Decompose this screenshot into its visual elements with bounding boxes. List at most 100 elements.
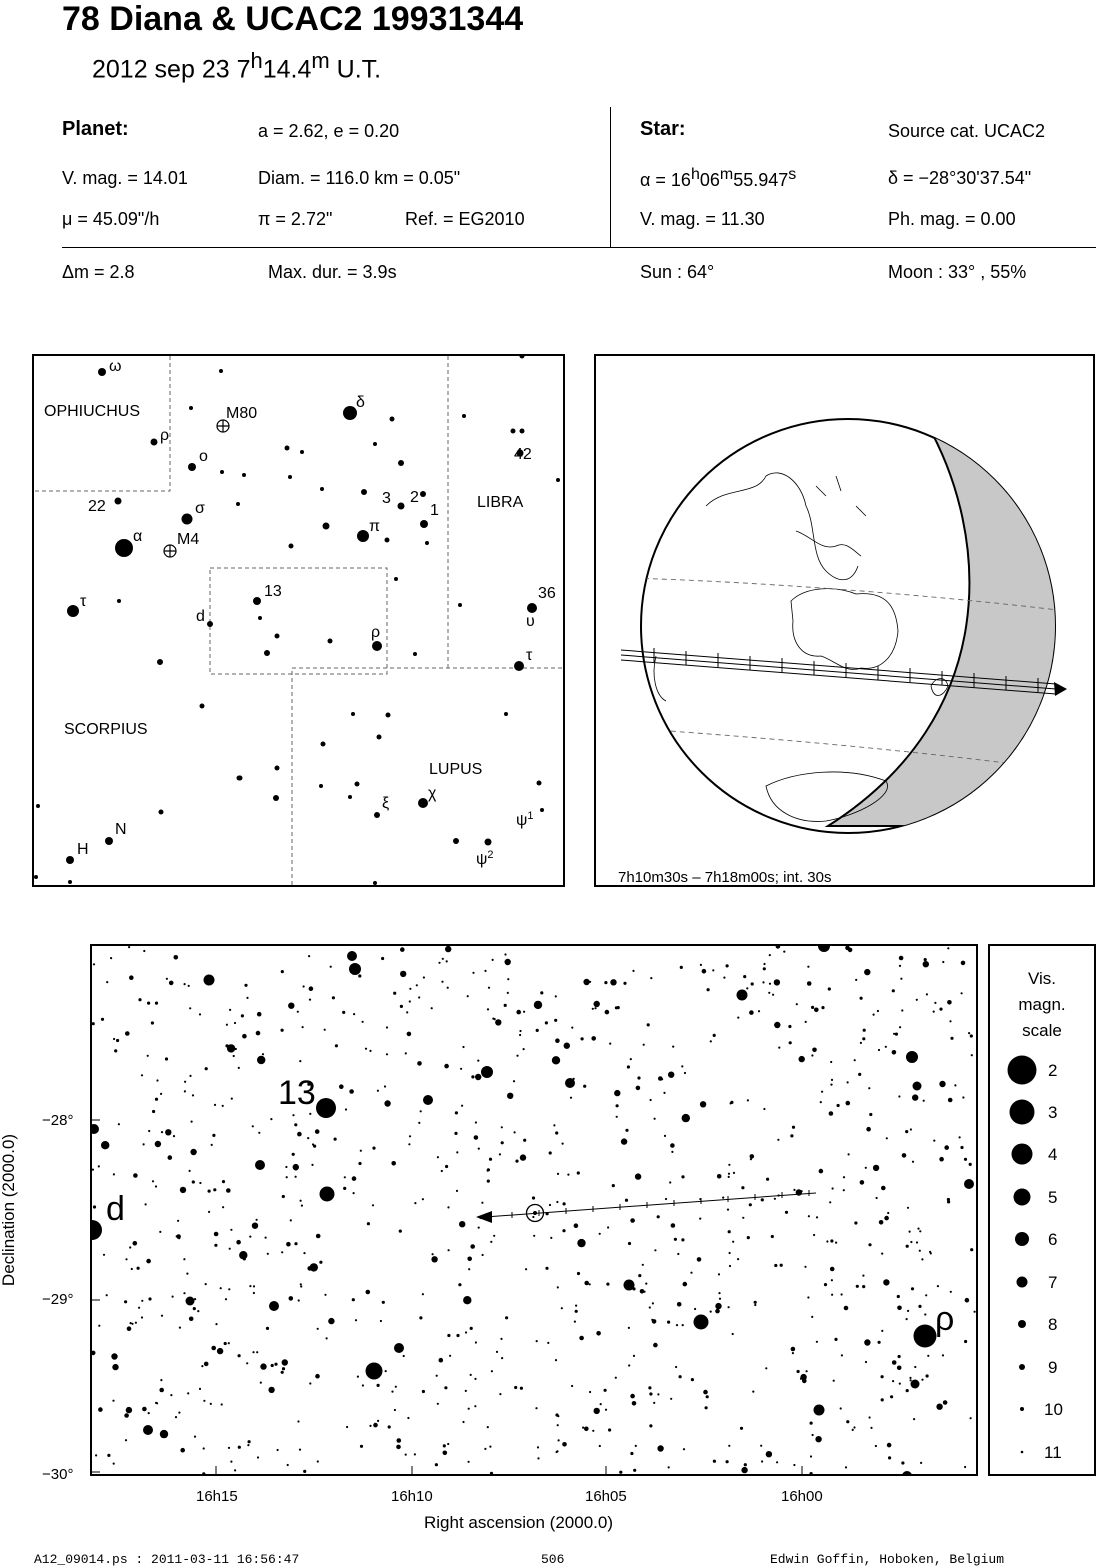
field-star (154, 1185, 158, 1188)
scale-label-11: 11 (1044, 1443, 1062, 1462)
field-star (147, 1412, 150, 1415)
star-psi1 (484, 838, 492, 846)
field-star (430, 1007, 433, 1010)
field-star (468, 1268, 471, 1271)
field-star (649, 1424, 653, 1428)
field-star (369, 1049, 372, 1052)
field-star (365, 1289, 371, 1295)
field-star (381, 1300, 385, 1304)
field-star (475, 1073, 482, 1081)
field-star (297, 1299, 300, 1302)
field-star (901, 1461, 905, 1465)
scale-dot-11 (1020, 1450, 1024, 1454)
field-star (891, 989, 895, 993)
field-star (489, 1471, 494, 1474)
field-star (203, 1399, 206, 1402)
field-star (124, 1413, 129, 1418)
label-omicron: o (199, 448, 208, 465)
field-star (732, 1240, 735, 1243)
field-star (184, 1080, 187, 1083)
boundary-lupus (291, 667, 563, 885)
label-omega: ω (109, 358, 122, 375)
field-star (421, 1198, 424, 1201)
field-star (484, 969, 487, 972)
field-star (294, 1123, 298, 1127)
field-star (934, 1001, 937, 1004)
field-star (142, 1143, 145, 1146)
field-star (630, 1218, 635, 1223)
field-star (905, 1130, 909, 1134)
field-star (628, 1364, 631, 1367)
field-star (727, 1175, 730, 1178)
field-star (421, 1389, 425, 1394)
field-star (414, 1202, 417, 1205)
field-star (728, 1264, 732, 1268)
field-star (544, 1021, 548, 1025)
field-star (746, 987, 749, 990)
field-star (877, 1340, 881, 1344)
globe-svg: 7h10m30s – 7h18m00s; int. 30s (618, 418, 1067, 885)
field-star (778, 1046, 781, 1049)
field-star (681, 1175, 685, 1179)
field-star (202, 1447, 205, 1450)
field-star (296, 1010, 299, 1013)
field-star (898, 964, 902, 967)
label-psi2: ψ2 (476, 849, 494, 868)
field-star (750, 982, 754, 986)
field-star (493, 1018, 496, 1021)
field-star (138, 998, 142, 1002)
field-star (864, 1339, 871, 1346)
field-star (215, 1323, 218, 1326)
field-star (213, 1188, 217, 1192)
hour-unit: h (250, 48, 263, 73)
ytick-28: −28° (42, 1112, 74, 1129)
field-star (396, 1438, 402, 1443)
field-star (898, 1382, 901, 1385)
field-star (891, 1360, 897, 1365)
star-2 (420, 491, 426, 497)
scale-dot-8 (1018, 1320, 1026, 1328)
field-star (728, 1163, 731, 1166)
field-star (627, 1326, 631, 1329)
field-star (221, 1104, 224, 1107)
field-star (556, 1424, 559, 1427)
field-star (183, 1090, 186, 1093)
event-minutes: 14.4 (262, 55, 312, 84)
field-star (763, 1107, 766, 1111)
constellation-map: OPHIUCHUS LIBRA SCORPIUS LUPUS ω ρ M80 o… (32, 354, 565, 887)
field-star (470, 1244, 476, 1249)
field-star (874, 1444, 878, 1448)
field-star (921, 1378, 924, 1381)
field-star (727, 1172, 731, 1175)
field-star (651, 1318, 654, 1321)
field-star (333, 1137, 337, 1141)
field-star (501, 1357, 504, 1360)
field-star (915, 1241, 919, 1244)
field-star (661, 1078, 664, 1081)
field-star (577, 1238, 586, 1248)
label-delta: δ (356, 394, 365, 411)
field-star (202, 1472, 206, 1474)
field-star (236, 1239, 241, 1245)
field-star (486, 1168, 490, 1172)
field-star (126, 1326, 132, 1331)
field-star (225, 1023, 228, 1026)
field-star (307, 1082, 311, 1086)
field-star (730, 1100, 734, 1104)
field-star (768, 982, 772, 985)
field-star (925, 1374, 929, 1378)
field-star (486, 1179, 490, 1183)
field-star (140, 1074, 144, 1077)
field-star (762, 967, 766, 971)
star-chart-svg: 13 d ρ (92, 946, 976, 1474)
field-star (681, 1113, 690, 1123)
field-star (504, 958, 511, 966)
field-star (393, 1408, 396, 1412)
scale-dot-9 (1019, 1364, 1025, 1370)
field-star (944, 1145, 949, 1150)
field-star (604, 1408, 608, 1411)
field-star (927, 1354, 930, 1357)
globe-caption: 7h10m30s – 7h18m00s; int. 30s (618, 869, 831, 885)
field-star (285, 1165, 288, 1169)
field-star (815, 1340, 819, 1343)
